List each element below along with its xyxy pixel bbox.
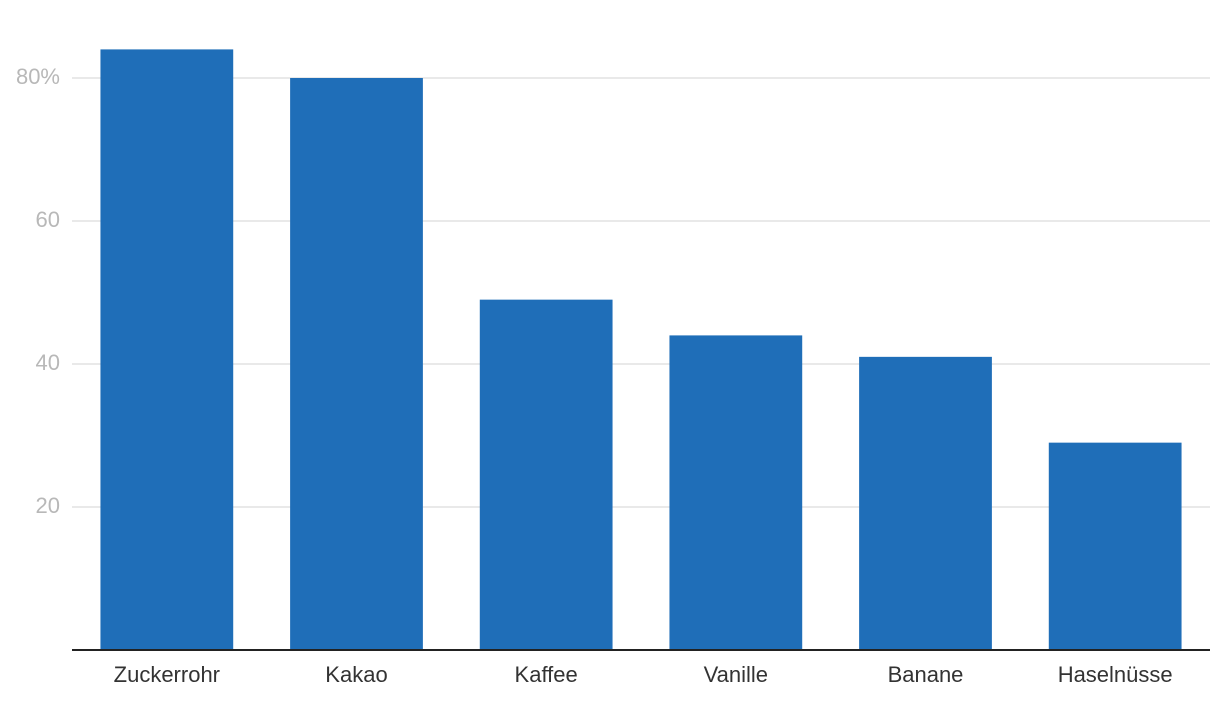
y-tick-label: 40 [36, 350, 60, 375]
bar [290, 78, 423, 650]
y-tick-label: 20 [36, 493, 60, 518]
bar [100, 49, 234, 650]
x-tick-label: Vanille [704, 662, 768, 687]
x-tick-label: Kaffee [515, 662, 578, 687]
bar [1048, 442, 1182, 650]
x-tick-label: Zuckerrohr [114, 662, 220, 687]
x-tick-label: Kakao [325, 662, 387, 687]
y-tick-label: 60 [36, 207, 60, 232]
bar [479, 299, 613, 650]
y-tick-label: 80% [16, 64, 60, 89]
bar [859, 356, 992, 650]
x-tick-label: Banane [888, 662, 964, 687]
x-tick-label: Haselnüsse [1058, 662, 1173, 687]
bar [669, 335, 803, 650]
